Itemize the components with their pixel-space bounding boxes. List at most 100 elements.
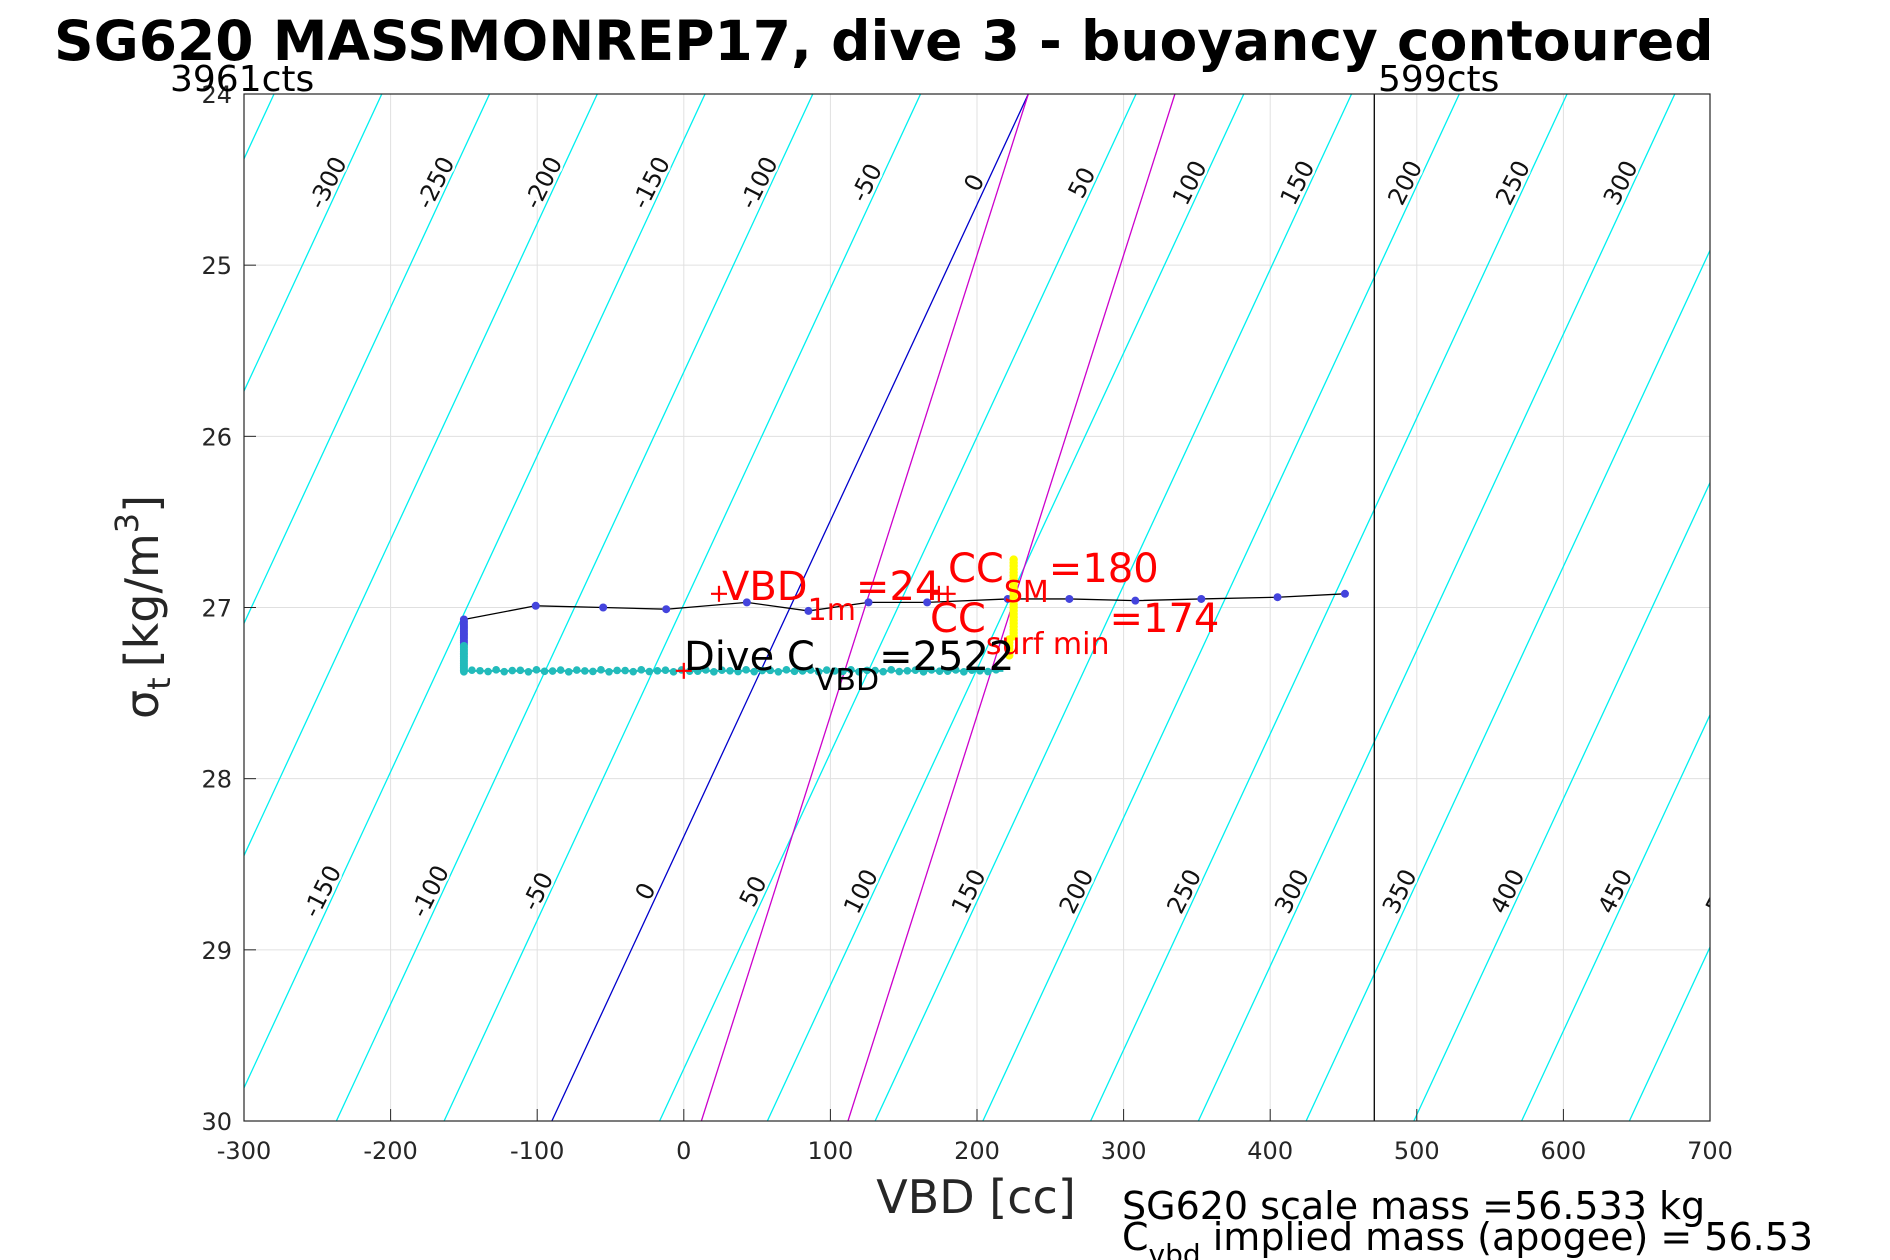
footer-scale-mass: SG620 scale mass =56.533 kg (1122, 1184, 1705, 1228)
lower-trace-point (919, 668, 928, 676)
lower-trace-point (766, 666, 775, 675)
lower-trace-point (830, 667, 839, 675)
lower-trace-point (693, 667, 702, 675)
contour-label-top: 400 (1813, 156, 1859, 210)
lower-trace-point (726, 666, 734, 675)
contour-label-top: -450 (0, 152, 29, 213)
contour-line (1090, 94, 1568, 1121)
contour-line (1197, 94, 1676, 1121)
lower-trace-point (976, 667, 984, 675)
contour-line (1737, 94, 1890, 1121)
contour-line (874, 94, 1353, 1121)
lower-trace-point (863, 666, 871, 675)
x-tick-label: 300 (1101, 1137, 1147, 1165)
yellow-column-point (1005, 651, 1014, 660)
upper-trace-point (1065, 594, 1074, 603)
lower-trace-point (847, 666, 855, 674)
annotations: VBD1m=24 CCSM=180 CCsurf min=174 Dive CV… (684, 546, 1219, 698)
lower-trace-point (903, 666, 912, 675)
lower-trace-point (589, 667, 597, 676)
chart-title: SG620 MASSMONREP17, dive 3 - buoyancy co… (54, 9, 1714, 73)
upper-trace-point (742, 598, 751, 607)
lower-trace-point (984, 667, 992, 676)
lower-trace-point (581, 667, 589, 675)
lower-trace-point (806, 666, 815, 674)
lower-trace-point (750, 667, 758, 676)
footer-implied-mass: Cvbd implied mass (apogee) = 56.53 (1122, 1215, 1813, 1260)
annotation-vbd-1m: VBD1m=24 (722, 564, 940, 628)
lower-trace-point (468, 666, 476, 675)
x-tick-label: 400 (1247, 1137, 1293, 1165)
lower-trace-point (758, 666, 767, 675)
contour-label-top: 350 (1706, 156, 1752, 210)
y-tick-label: 25 (201, 252, 232, 280)
lower-trace-point (822, 666, 831, 674)
axis-ticks: -300 -200 -100 0 100 200 300 400 500 600 700 24 25 26… (201, 81, 1732, 1165)
x-tick-label: 600 (1540, 1137, 1586, 1165)
lower-trace-point (782, 666, 791, 674)
x-tick-label: 200 (954, 1137, 1000, 1165)
lower-trace-point (879, 667, 887, 676)
contour-line (244, 94, 598, 858)
lower-trace-point (911, 666, 920, 675)
lower-trace-point (508, 666, 517, 675)
contour-line (0, 94, 59, 1121)
lower-trace-point (605, 667, 613, 676)
lower-trace-point (951, 666, 960, 674)
contour-label-top: -400 (87, 152, 137, 213)
lower-trace-point (887, 666, 896, 674)
lower-trace-point (532, 666, 541, 674)
lower-trace-point (516, 666, 525, 675)
x-tick-label: -200 (363, 1137, 417, 1165)
y-tick-label: 29 (201, 937, 232, 965)
data-series (459, 555, 1349, 679)
contour-line (1413, 481, 1710, 1121)
upper-trace-point (1273, 593, 1282, 602)
lower-trace-point (548, 667, 557, 675)
upper-trace-point (1131, 596, 1140, 605)
lower-trace-point (629, 667, 638, 676)
x-tick-label: -300 (217, 1137, 271, 1165)
lower-trace-point (935, 667, 944, 676)
contour-line (551, 94, 1029, 1121)
contour-label-bottom: -250 (82, 861, 132, 922)
upper-trace-line (463, 593, 1345, 621)
lower-trace-point (556, 666, 565, 674)
lower-trace-point (871, 666, 879, 675)
contour-line (1845, 94, 1890, 1121)
lower-trace-point (645, 667, 654, 676)
upper-trace-point (804, 606, 813, 615)
lower-trace-point (839, 667, 847, 676)
contour-label-bottom: -200 (190, 861, 240, 922)
lower-trace-point (653, 666, 662, 675)
lower-trace-point (895, 667, 904, 676)
x-tick-label: 700 (1687, 1137, 1733, 1165)
lower-trace-point (734, 667, 742, 676)
lower-trace-point (960, 668, 968, 676)
upper-trace-point (531, 601, 540, 610)
lower-trace-point (701, 666, 710, 674)
y-tick-label: 26 (201, 423, 232, 451)
y-axis-label: σt[kg/m3] (108, 495, 178, 719)
upper-trace-point (599, 603, 608, 612)
lower-trace-point (927, 666, 936, 674)
lower-trace-point (500, 667, 509, 676)
upper-trace-point (864, 598, 873, 607)
lower-trace-point (621, 666, 629, 675)
annotation-cc-surf-min: CCsurf min=174 (930, 596, 1219, 662)
lower-trace-point (774, 667, 783, 676)
x-tick-label: -100 (510, 1137, 564, 1165)
contour-line (766, 94, 1245, 1121)
contour-line (659, 94, 1137, 1121)
lower-trace-point (943, 667, 952, 675)
upper-trace-point (662, 605, 671, 614)
lower-trace-point (798, 667, 807, 675)
lower-trace-point (814, 668, 823, 676)
upper-trace-point (1197, 594, 1206, 603)
corner-label-right: 599cts (1378, 59, 1499, 100)
lower-trace-point (460, 668, 468, 676)
y-tick-label: 27 (201, 595, 232, 623)
y-tick-label: 28 (201, 766, 232, 794)
lower-trace-point (484, 667, 492, 676)
